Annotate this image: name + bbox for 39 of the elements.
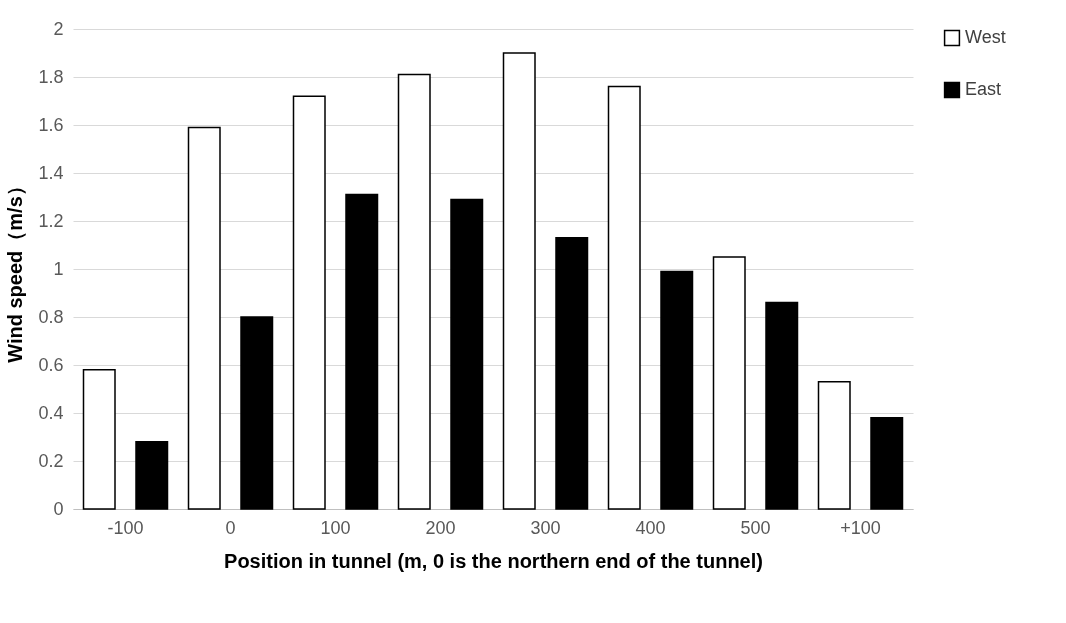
- bar: [345, 193, 379, 510]
- bar: [660, 270, 694, 510]
- x-tick-label: 0: [225, 517, 236, 538]
- y-tick-label: 0.6: [38, 354, 64, 375]
- x-tick-label: 300: [530, 517, 561, 538]
- bar: [607, 85, 641, 510]
- bar: [82, 369, 116, 510]
- x-axis-title: Position in tunnel (m, 0 is the northern end of the tunnel): [224, 549, 763, 572]
- bar: [397, 73, 431, 510]
- y-axis-title: Wind speed（m/s）: [4, 176, 27, 363]
- x-tick-label: 100: [320, 517, 351, 538]
- bar: [712, 256, 746, 510]
- bar: [555, 237, 589, 510]
- y-tick-label: 1.2: [38, 210, 64, 231]
- x-tick-label: 500: [740, 517, 771, 538]
- bar: [187, 126, 221, 510]
- y-tick-label: 0.4: [38, 402, 64, 423]
- y-tick-label: 1.8: [38, 66, 64, 87]
- bar: [450, 198, 484, 510]
- x-tick-label: +100: [840, 517, 881, 538]
- x-tick-label: -100: [107, 517, 144, 538]
- bar: [765, 301, 799, 510]
- y-tick-label: 2: [53, 18, 64, 39]
- bar: [817, 381, 851, 510]
- bar: [135, 441, 169, 510]
- y-tick-label: 1.6: [38, 114, 64, 135]
- y-tick-label: 0.8: [38, 306, 64, 327]
- bar: [240, 316, 274, 510]
- bar: [870, 417, 904, 510]
- bar: [502, 52, 536, 510]
- y-tick-label: 1: [53, 258, 64, 279]
- legend-label: West: [965, 27, 1006, 47]
- y-tick-label: 1.4: [38, 162, 64, 183]
- x-tick-label: 200: [425, 517, 456, 538]
- legend-label: East: [965, 79, 1002, 99]
- bar: [292, 95, 326, 510]
- y-tick-label: 0: [53, 498, 64, 519]
- y-tick-label: 0.2: [38, 450, 64, 471]
- x-tick-label: 400: [635, 517, 666, 538]
